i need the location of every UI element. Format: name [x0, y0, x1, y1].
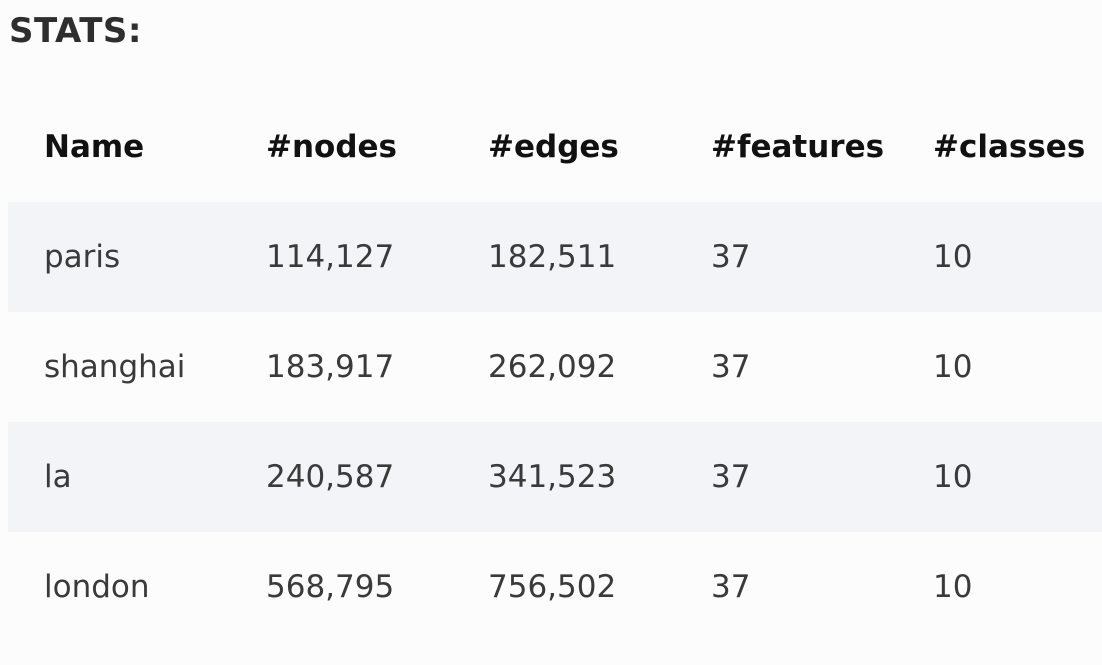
cell-name: london: [8, 532, 230, 642]
table-row: paris 114,127 182,511 37 10: [8, 202, 1102, 312]
cell-classes: 10: [897, 312, 1102, 422]
stats-table: Name #nodes #edges #features #classes pa…: [8, 92, 1102, 642]
cell-name: shanghai: [8, 312, 230, 422]
cell-edges: 262,092: [452, 312, 675, 422]
cell-features: 37: [675, 202, 897, 312]
column-header-name: Name: [44, 129, 145, 165]
cell-edges: 756,502: [452, 532, 675, 642]
cell-classes: 10: [897, 422, 1102, 532]
cell-nodes: 568,795: [230, 532, 452, 642]
table-row: la 240,587 341,523 37 10: [8, 422, 1102, 532]
column-header-nodes: #nodes: [266, 129, 398, 165]
cell-features: 37: [675, 532, 897, 642]
cell-classes: 10: [897, 532, 1102, 642]
cell-name: la: [8, 422, 230, 532]
column-header-classes: #classes: [933, 129, 1086, 165]
table-header-row: Name #nodes #edges #features #classes: [8, 92, 1102, 202]
cell-nodes: 240,587: [230, 422, 452, 532]
cell-classes: 10: [897, 202, 1102, 312]
page-title: STATS:: [9, 11, 142, 51]
cell-name: paris: [8, 202, 230, 312]
table-row: shanghai 183,917 262,092 37 10: [8, 312, 1102, 422]
cell-edges: 182,511: [452, 202, 675, 312]
cell-features: 37: [675, 422, 897, 532]
table-row: london 568,795 756,502 37 10: [8, 532, 1102, 642]
column-header-edges: #edges: [488, 129, 619, 165]
cell-features: 37: [675, 312, 897, 422]
cell-nodes: 114,127: [230, 202, 452, 312]
cell-edges: 341,523: [452, 422, 675, 532]
column-header-features: #features: [711, 129, 885, 165]
cell-nodes: 183,917: [230, 312, 452, 422]
